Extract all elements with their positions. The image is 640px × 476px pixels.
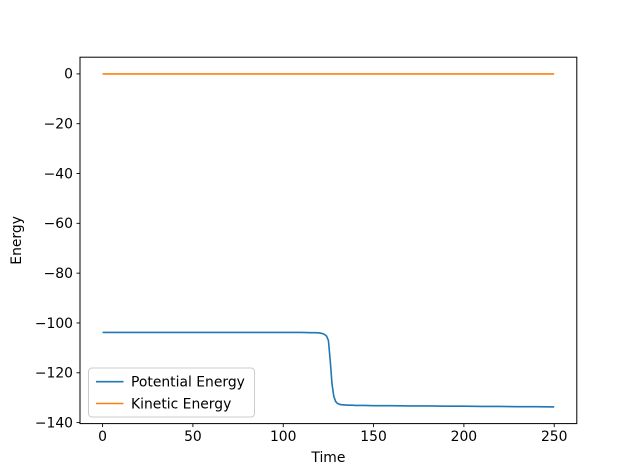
x-tick-label: 50 xyxy=(184,429,202,445)
x-tick-label: 200 xyxy=(451,429,478,445)
legend: Potential Energy Kinetic Energy xyxy=(88,367,255,418)
x-axis-label: Time xyxy=(310,450,345,466)
y-tick-label: −140 xyxy=(35,415,73,431)
x-tick-label: 250 xyxy=(541,429,568,445)
y-tick-label: −40 xyxy=(44,166,73,182)
y-tick-label: −80 xyxy=(44,266,73,282)
line-potential-energy xyxy=(102,331,555,408)
x-tick-label: 150 xyxy=(360,429,387,445)
x-tick-label: 100 xyxy=(270,429,297,445)
legend-label: Potential Energy xyxy=(131,375,245,391)
y-axis-label: Energy xyxy=(9,216,25,265)
plot-border xyxy=(79,56,578,425)
y-tick-label: −100 xyxy=(35,316,73,332)
legend-label: Kinetic Energy xyxy=(131,396,231,412)
y-tick-label: −20 xyxy=(44,117,73,133)
y-tick-label: −120 xyxy=(35,366,73,382)
y-tick-label: 0 xyxy=(64,67,73,83)
x-tick-label: 0 xyxy=(98,429,107,445)
y-tick-label: −60 xyxy=(44,216,73,232)
legend-box xyxy=(88,367,255,418)
